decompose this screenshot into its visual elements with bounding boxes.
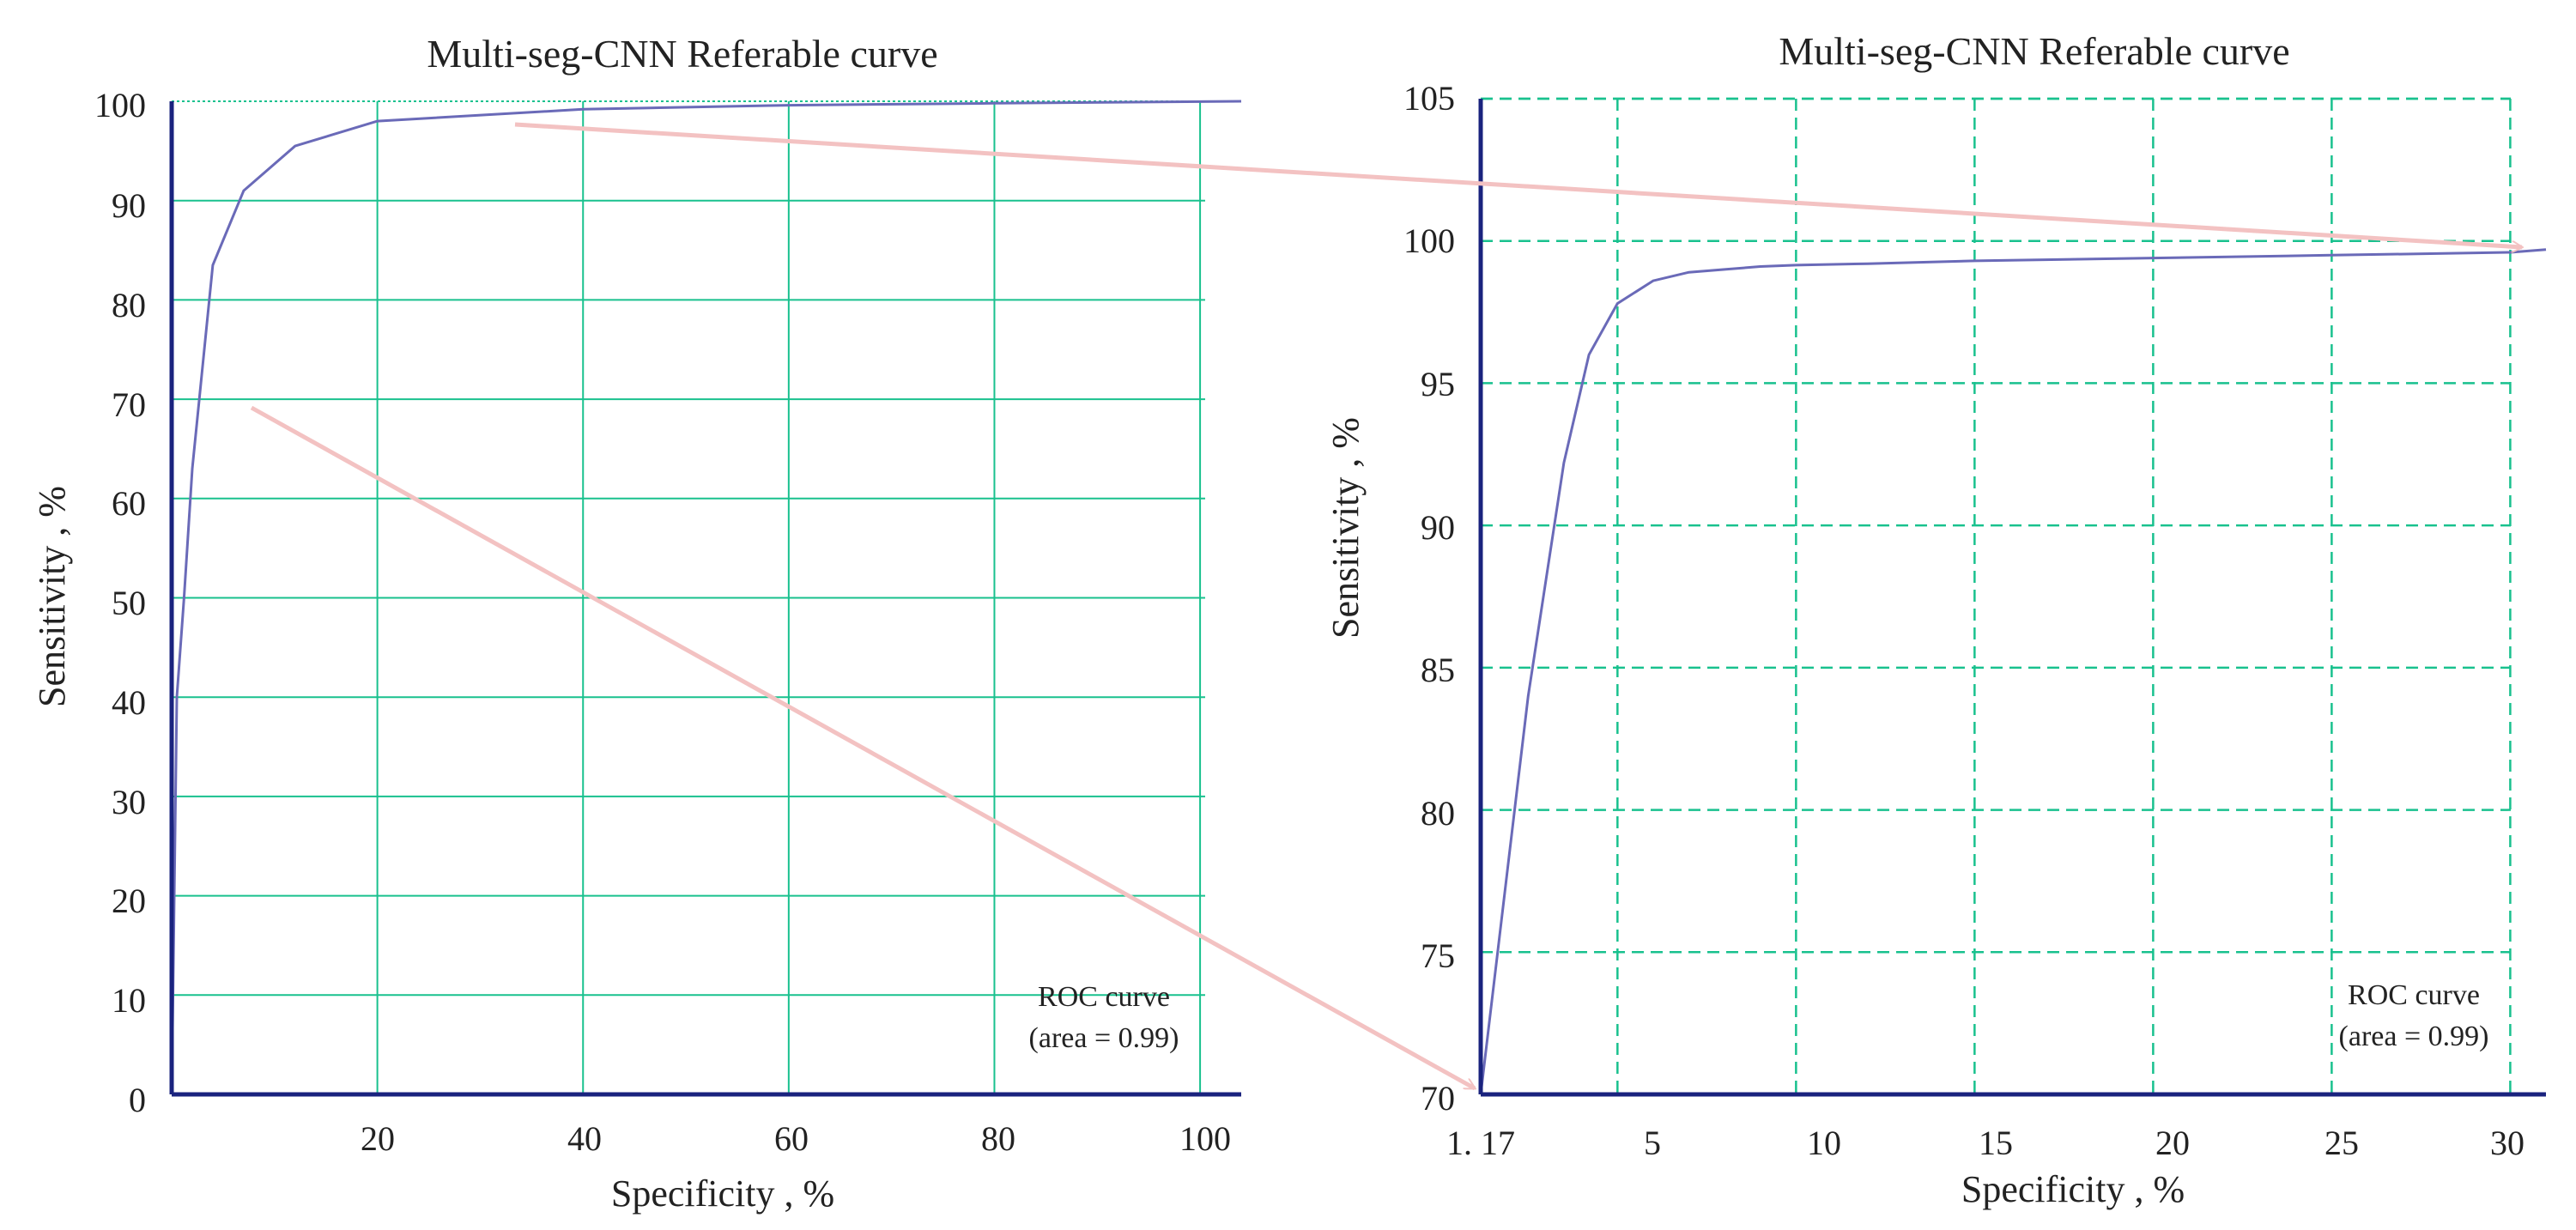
x-tick-label: 10: [1807, 1124, 1841, 1162]
y-tick-label: 100: [1403, 221, 1455, 260]
chart-right-y-ticks: 70 75 80 85 90 95 100 105: [1403, 79, 1455, 1118]
x-tick-label: 1. 17: [1446, 1124, 1515, 1162]
x-tick-label: 30: [2490, 1124, 2524, 1162]
y-tick-label: 30: [112, 783, 146, 821]
chart-left-title: Multi-seg-CNN Referable curve: [427, 32, 937, 76]
y-tick-label: 80: [112, 286, 146, 324]
zoom-arrow-bottom: [250, 405, 1475, 1091]
chart-right-title: Multi-seg-CNN Referable curve: [1779, 29, 2289, 73]
x-tick-label: 40: [567, 1119, 602, 1158]
zoom-arrow-top: [514, 122, 2522, 247]
chart-right-y-axis-label: Sensitivity , %: [1324, 417, 1367, 639]
chart-left-annotation-line1: ROC curve: [1038, 981, 1170, 1013]
chart-left-roc-series-line: [170, 100, 1242, 1095]
chart-right-grid: [1481, 97, 2512, 1094]
x-tick-label: 60: [774, 1119, 809, 1158]
chart-right-x-axis-label: Specificity , %: [1961, 1168, 2185, 1210]
x-tick-label: 80: [981, 1119, 1015, 1158]
x-tick-label: 20: [2155, 1124, 2190, 1162]
chart-left-annotation-line2: (area = 0.99): [1029, 1022, 1179, 1054]
x-tick-label: 5: [1644, 1124, 1661, 1162]
chart-left-x-axis-label: Specificity , %: [611, 1172, 834, 1215]
y-tick-label: 100: [94, 86, 146, 124]
x-tick-label: 100: [1179, 1119, 1231, 1158]
y-tick-label: 70: [1421, 1079, 1455, 1118]
chart-left-y-axis-label: Sensitivity , %: [31, 486, 73, 707]
x-tick-label: 25: [2324, 1124, 2359, 1162]
x-tick-label: 20: [361, 1119, 395, 1158]
y-tick-label: 50: [112, 584, 146, 622]
y-tick-label: 90: [112, 186, 146, 225]
y-tick-label: 0: [129, 1081, 146, 1119]
y-tick-label: 95: [1421, 365, 1455, 403]
y-tick-label: 90: [1421, 508, 1455, 547]
y-tick-label: 80: [1421, 794, 1455, 833]
y-tick-label: 75: [1421, 936, 1455, 975]
chart-right-x-ticks: 1. 17 5 10 15 20 25 30: [1446, 1124, 2524, 1162]
chart-left-grid: [172, 100, 1205, 1094]
chart-right: Multi-seg-CNN Referable curve 70 75 80 8…: [1324, 29, 2547, 1210]
y-tick-label: 60: [112, 484, 146, 523]
y-tick-label: 105: [1403, 79, 1455, 118]
chart-left-y-ticks: 0 10 20 30 40 50 60 70 80 90 100: [94, 86, 146, 1119]
y-tick-label: 85: [1421, 651, 1455, 689]
chart-right-annotation-line2: (area = 0.99): [2339, 1021, 2489, 1052]
y-tick-label: 10: [112, 981, 146, 1020]
y-tick-label: 20: [112, 882, 146, 920]
chart-left: Multi-seg-CNN Referable curve 0 10 20 30…: [31, 32, 1242, 1215]
chart-left-x-ticks: 20 40 60 80 100: [361, 1119, 1231, 1158]
y-tick-label: 40: [112, 683, 146, 722]
zoom-arrows: [250, 122, 2522, 1091]
chart-right-annotation-line1: ROC curve: [2348, 979, 2480, 1011]
chart-right-roc-series-line: [1479, 248, 2547, 1095]
y-tick-label: 70: [112, 385, 146, 424]
x-tick-label: 15: [1979, 1124, 2013, 1162]
